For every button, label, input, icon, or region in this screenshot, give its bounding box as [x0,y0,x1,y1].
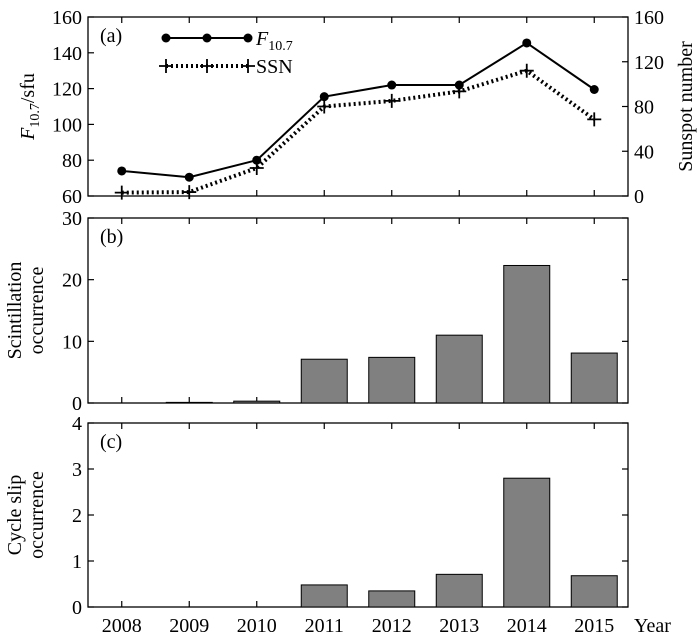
x-axis-label: Year [634,615,671,637]
f107-point [522,38,532,48]
panel-c-ylabel-line: occurrence [26,471,48,559]
x-tick-label: 2013 [439,615,479,637]
panel-b-ytick-label: 10 [62,331,82,353]
panel-c-ytick-label: 0 [72,597,82,619]
panel-b-bar [435,334,483,404]
panel-c-bar [503,477,551,608]
panel-b-ytick-label: 30 [62,208,82,230]
ssn-point [519,63,534,78]
ssn-point [182,185,197,200]
legend-entry-sub: 10.7 [268,39,293,54]
panel-a-ytick-label: 60 [62,186,82,208]
panel-a-ytick-label-right: 120 [634,52,664,74]
panel-b-bar [368,356,416,404]
legend-entry: SSN [256,56,293,78]
x-tick-label: 2008 [102,615,142,637]
ylabel-left-suffix: /sfu [17,73,39,103]
legend-entry-main: SSN [256,56,293,78]
panel-b-bar [300,358,348,404]
ssn-point [114,185,129,200]
panel-b-ytick-label: 0 [72,393,82,415]
panel-b-ylabel-line: occurrence [26,267,48,355]
panel-a-ytick-label: 80 [62,150,82,172]
x-tick-label: 2010 [237,615,277,637]
panel-c-ytick-label: 3 [72,459,82,481]
f107-point [589,84,599,94]
legend-marker [161,33,171,43]
series-line-ssn [121,68,596,195]
panel-c: 0 1 2 3 4 (c) Cycle slipoccurrence 2008 2009 2010… [4,413,671,637]
panel-c-ylabel: Cycle slipoccurrence [4,471,48,559]
ssn-point [452,84,467,99]
panel-b-bar [503,264,551,404]
panel-c-ytick-label: 1 [72,551,82,573]
panel-a-label: (a) [100,25,122,47]
panel-c-bar [368,590,416,608]
ssn-point [587,112,602,127]
legend-entry-main: F [255,28,269,50]
x-tick-label: 2015 [574,615,614,637]
legend-marker [202,33,212,43]
legend-marker [200,59,214,73]
panel-b-frame [87,217,629,404]
panel-a-ytick-label: 120 [52,79,82,101]
panel-a-ylabel-right: Sunspot number [675,41,697,172]
panel-b-ytick-label: 20 [62,270,82,292]
x-tick-label: 2009 [169,615,209,637]
panel-b-label: (b) [100,226,123,248]
panel-b: 0 10 20 30 (b) Scintillationoccurrence [4,208,629,415]
panel-b-ylabel: Scintillationoccurrence [4,262,48,360]
x-tick-label: 2011 [305,615,344,637]
x-tick-label: 2012 [372,615,412,637]
f107-point [387,80,397,90]
panel-c-ylabel-line: Cycle slip [4,475,26,556]
f107-point [319,92,329,102]
panel-c-bar [570,575,618,608]
ylabel-left-main: F [17,127,39,141]
panel-a-ytick-label: 160 [52,7,82,29]
panel-a-ytick-label-right: 0 [634,186,644,208]
f107-point [252,155,262,165]
legend-marker [159,59,173,73]
ssn-point [384,93,399,108]
ssn-point [249,161,264,176]
x-tick-label: 2014 [507,615,547,637]
panel-a-ytick-label-right: 40 [634,141,654,163]
panel-c-ytick-label: 4 [72,413,82,435]
series-line-f107 [121,41,595,179]
f107-point [117,166,127,176]
panel-a-ytick-label: 140 [52,43,82,65]
panel-a-ytick-label-right: 160 [634,7,664,29]
panel-c-ytick-label: 2 [72,505,82,527]
panel-b-bar [570,352,618,404]
panel-a-ytick-label: 100 [52,114,82,136]
panel-c-bar [435,573,483,608]
legend-marker [243,33,253,43]
panel-a-frame [87,16,629,197]
panel-b-ylabel-line: Scintillation [4,262,26,360]
legend-entry: F10.7 [255,28,293,54]
panel-c-bar [300,584,348,608]
panel-a-ylabel-left: F10.7/sfu [17,73,43,141]
panel-a-ytick-label-right: 80 [634,97,654,119]
panel-b-bar [233,400,281,404]
panel-b-bar [165,401,213,404]
legend-marker [241,59,255,73]
ylabel-left-sub: 10.7 [28,103,43,128]
f107-point [184,172,194,182]
ssn-point [317,99,332,114]
panel-c-label: (c) [100,431,122,453]
